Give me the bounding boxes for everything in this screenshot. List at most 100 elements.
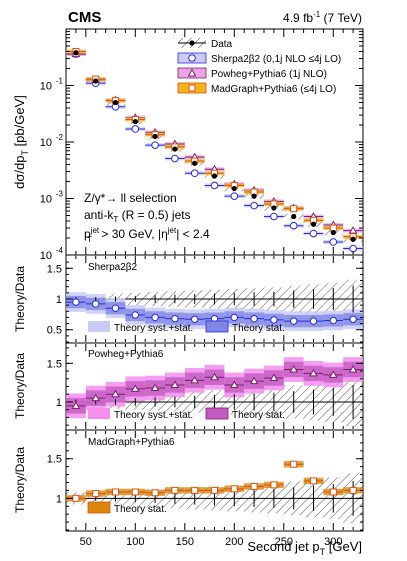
ratio-legend-sherpa: Theory syst.+stat. Theory stat. (88, 320, 285, 334)
data-point (112, 99, 119, 106)
selection-line-1: Z/γ*→ ll selection (84, 191, 177, 205)
sherpa-point (349, 244, 357, 253)
x-axis-label: Second jet pT [GeV] (247, 539, 362, 557)
selection-line-2: anti-kT (R = 0.5) jets (84, 208, 191, 224)
main-y-tick-exponent: -4 (56, 246, 64, 255)
main-legend: Data Sherpa2β2 (0,1j NLO ≤4j LO) Powheg+… (177, 38, 341, 95)
legend-data-label: Data (211, 39, 233, 50)
madgraph-ratio-point (270, 481, 278, 489)
madgraph-ratio-point (310, 477, 317, 485)
powheg-ratio-point (328, 370, 338, 378)
ratio-y-tick-label: 1 (56, 397, 62, 409)
sherpa-ratio-point (131, 311, 140, 319)
data-point (350, 236, 356, 242)
x-tick-label: 250 (275, 536, 293, 548)
sherpa-point (270, 212, 278, 221)
ratio-legend-powheg-syst: Theory syst.+stat. (114, 410, 193, 421)
powheg-ratio-point (249, 376, 259, 385)
x-tick-label: 150 (176, 536, 194, 548)
data-point (172, 146, 178, 152)
ratio-y-tick-label: 1 (56, 294, 62, 306)
sherpa-point (190, 169, 199, 178)
madgraph-ratio-point (290, 460, 298, 468)
sherpa-ratio-point (349, 315, 357, 323)
madgraph-ratio-point (230, 485, 238, 493)
ratio-madgraph-marks (66, 460, 363, 524)
main-y-tick-exponent: -2 (56, 133, 64, 142)
ratio-y-tick-label: 0.5 (47, 325, 62, 337)
madgraph-ratio-point (349, 486, 357, 494)
sherpa-ratio-point (72, 298, 80, 306)
sherpa-point (171, 154, 179, 163)
main-y-axis-label: dσ/dpT [pb/GeV] (12, 95, 30, 189)
data-point (211, 173, 218, 179)
madgraph-ratio-point (92, 490, 100, 498)
x-tick-label: 200 (225, 536, 243, 548)
sherpa-point (250, 201, 258, 210)
sherpa-ratio-point (92, 300, 100, 308)
legend-madgraph-entry: MadGraph+Pythia6 (≤4j LO) (177, 82, 336, 95)
sherpa-point (151, 141, 159, 149)
main-y-tick-label: 10 (40, 81, 52, 93)
powheg-ratio-point (190, 375, 200, 384)
powheg-ratio-point (150, 383, 160, 392)
ratio-y-tick-label: 1.5 (47, 263, 62, 275)
legend-madgraph-label: MadGraph+Pythia6 (≤4j LO) (211, 84, 336, 95)
data-point (271, 205, 277, 211)
data-point (251, 193, 257, 199)
powheg-ratio-point (289, 365, 299, 373)
main-panel-marks (66, 47, 363, 253)
x-tick-label: 100 (126, 536, 144, 548)
madgraph-ratio-point (191, 486, 199, 494)
data-point (152, 133, 158, 140)
ratio-title-madgraph: MadGraph+Pythia6 (88, 437, 175, 448)
legend-sherpa-entry: Sherpa2β2 (0,1j NLO ≤4j LO) (177, 52, 341, 65)
powheg-ratio-point (309, 368, 318, 377)
sherpa-ratio-point (329, 316, 337, 325)
madgraph-ratio-point (171, 486, 179, 494)
ratio-title-powheg: Powheg+Pythia6 (88, 349, 164, 360)
sherpa-point (230, 192, 239, 200)
ratio-y-tick-label: 1.5 (47, 358, 62, 370)
madgraph-ratio-point (72, 494, 80, 502)
data-point (73, 50, 79, 56)
selection-line-3: pjet T > 30 GeV, |ηjet| < 2.4 (84, 226, 210, 244)
main-y-tick-exponent: -1 (56, 77, 64, 86)
sherpa-ratio-point (151, 313, 159, 322)
ratio-legend-madgraph-stat: Theory stat. (114, 504, 167, 515)
sherpa-ratio-point (111, 304, 120, 312)
powheg-ratio-point (130, 384, 140, 392)
madgraph-point (290, 205, 298, 213)
legend-powheg-label: Powheg+Pythia6 (1j NLO) (211, 69, 327, 80)
ratio-legend-powheg-stat: Theory stat. (232, 410, 285, 421)
ratio-title-sherpa: Sherpa2β2 (88, 262, 138, 273)
main-y-tick-label: 10 (40, 194, 52, 206)
sherpa-point (210, 181, 219, 190)
sherpa-ratio-point (309, 317, 318, 325)
data-point (291, 213, 297, 220)
sherpa-point (289, 221, 298, 230)
legend-data-entry: Data (178, 38, 233, 50)
luminosity-label: 4.9 fb-1 (7 TeV) (283, 10, 362, 25)
sherpa-ratio-point (171, 314, 179, 323)
sherpa-point (309, 229, 318, 238)
ratio-y-label-2: Theory/Data (13, 353, 27, 419)
data-point (192, 160, 198, 166)
experiment-label: CMS (68, 9, 101, 26)
data-point (132, 118, 138, 125)
data-point (330, 229, 336, 236)
main-y-tick-label: 10 (40, 250, 52, 262)
powheg-ratio-point (210, 372, 219, 381)
sherpa-point (131, 125, 140, 133)
data-point (231, 185, 237, 192)
data-point (310, 221, 317, 227)
ratio-legend-sherpa-stat: Theory stat. (232, 323, 285, 334)
madgraph-ratio-point (131, 488, 139, 496)
madgraph-ratio-point (250, 482, 258, 490)
ratio-legend-sherpa-syst: Theory syst.+stat. (114, 323, 193, 334)
legend-powheg-entry: Powheg+Pythia6 (1j NLO) (177, 67, 327, 80)
sherpa-ratio-point (250, 314, 258, 323)
main-y-tick-exponent: -3 (56, 190, 64, 199)
sherpa-ratio-point (270, 316, 278, 324)
